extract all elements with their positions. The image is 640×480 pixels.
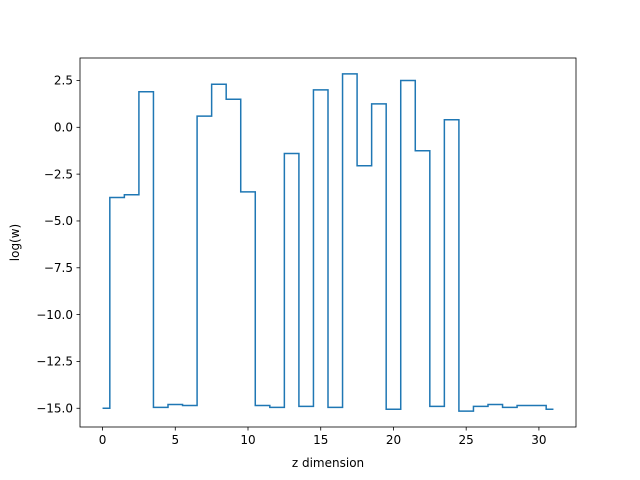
axes-frame	[79, 57, 577, 428]
x-axis: 0 5 10 15 20 25 30	[99, 427, 547, 447]
x-tick-label: 15	[313, 433, 328, 447]
x-tick-label: 0	[99, 433, 107, 447]
y-tick-label: −15.0	[36, 401, 73, 415]
x-tick-label: 10	[240, 433, 255, 447]
y-axis: 2.5 0.0 −2.5 −5.0 −7.5 −10.0 −12.5 −15.0	[36, 74, 80, 415]
y-tick-label: −5.0	[44, 214, 73, 228]
y-tick-label: −10.0	[36, 308, 73, 322]
x-tick-label: 5	[171, 433, 179, 447]
y-tick-label: −2.5	[44, 167, 73, 181]
plot-area	[102, 73, 554, 412]
x-tick-label: 30	[531, 433, 546, 447]
y-axis-label: log(w)	[8, 224, 22, 261]
y-tick-label: −7.5	[44, 261, 73, 275]
y-tick-label: −12.5	[36, 355, 73, 369]
x-tick-label: 20	[386, 433, 401, 447]
series-line	[102, 73, 554, 412]
x-tick-label: 25	[459, 433, 474, 447]
y-tick-label: 0.0	[54, 121, 73, 135]
x-axis-label: z dimension	[292, 456, 364, 470]
y-tick-label: 2.5	[54, 74, 73, 88]
